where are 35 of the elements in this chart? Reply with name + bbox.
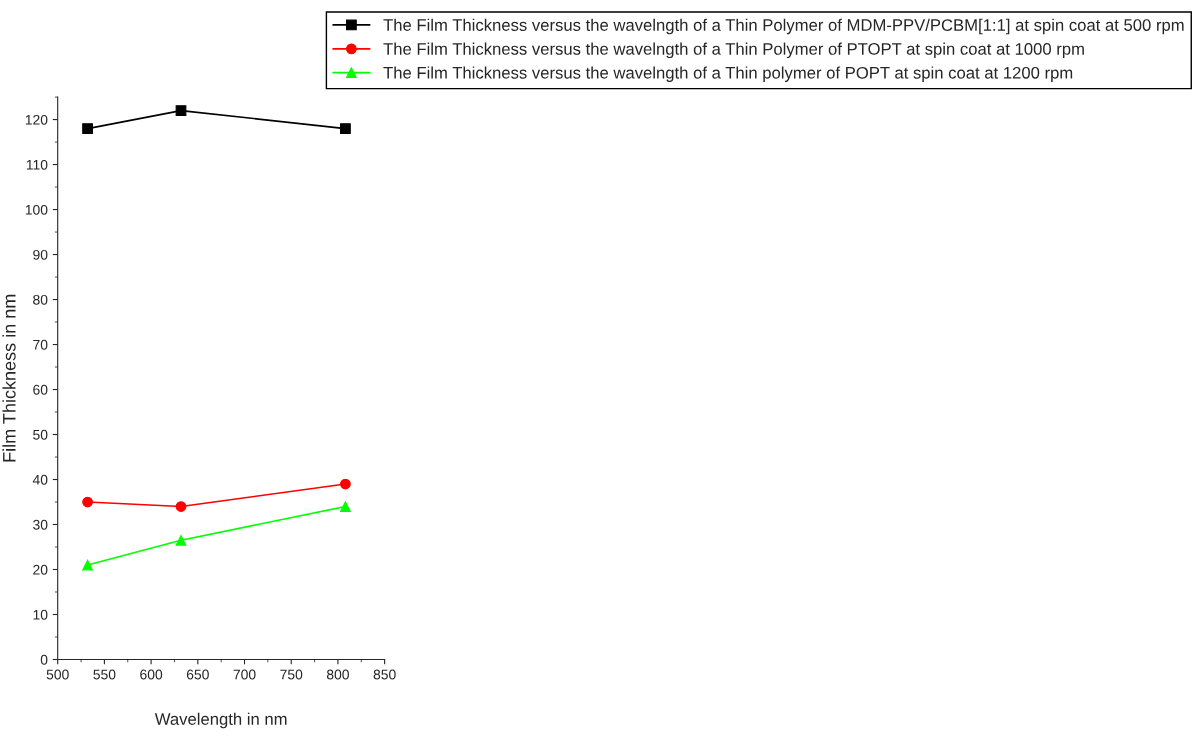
legend-label: The Film Thickness versus the wavelngth of a Thin Polymer of MDM-PPV/PCBM[1:1] at spin coat at 500 rpm [383,18,1184,35]
point [82,123,93,134]
y-tick-label: 40 [32,474,48,485]
x-tick-label: 500 [46,669,69,680]
y-tick-label: 10 [33,609,48,620]
x-tick-label: 650 [186,669,209,680]
y-tick-label: 20 [33,564,48,575]
y-tick-label: 30 [33,519,48,530]
y-tick-label: 90 [33,249,48,260]
x-tick-label: 800 [326,669,349,680]
y-tick-label: 70 [33,339,48,350]
y-tick-label: 110 [26,159,48,170]
x-axis-title: Wavelength in nm [154,712,287,729]
x-tick-label: 850 [373,669,396,680]
y-tick-label: 120 [25,114,48,125]
y-tick-label: 60 [33,384,48,395]
legend-label: The Film Thickness versus the wavelngth of a Thin polymer of POPT at spin coat at 1200 rpm [383,66,1073,82]
point [340,501,351,512]
point [82,559,93,571]
y-tick-label: 80 [33,294,48,305]
y-tick-label: 0 [40,654,48,665]
point [175,105,187,116]
point [340,478,351,490]
y-tick-label: 100 [25,204,48,215]
point [175,534,187,546]
x-tick-label: 550 [93,669,116,680]
x-tick-label: 750 [280,669,303,680]
point [340,123,351,134]
point [175,501,187,512]
x-tick-label: 600 [140,669,163,680]
point [82,496,93,508]
y-axis-title: Film Thickness in nm [2,294,16,462]
legend-label: The Film Thickness versus the wavelngth of a Thin Polymer of PTOPT at spin coat at 1000 rpm [383,42,1084,59]
x-tick-label: 700 [233,669,256,680]
y-tick-label: 50 [33,429,48,440]
